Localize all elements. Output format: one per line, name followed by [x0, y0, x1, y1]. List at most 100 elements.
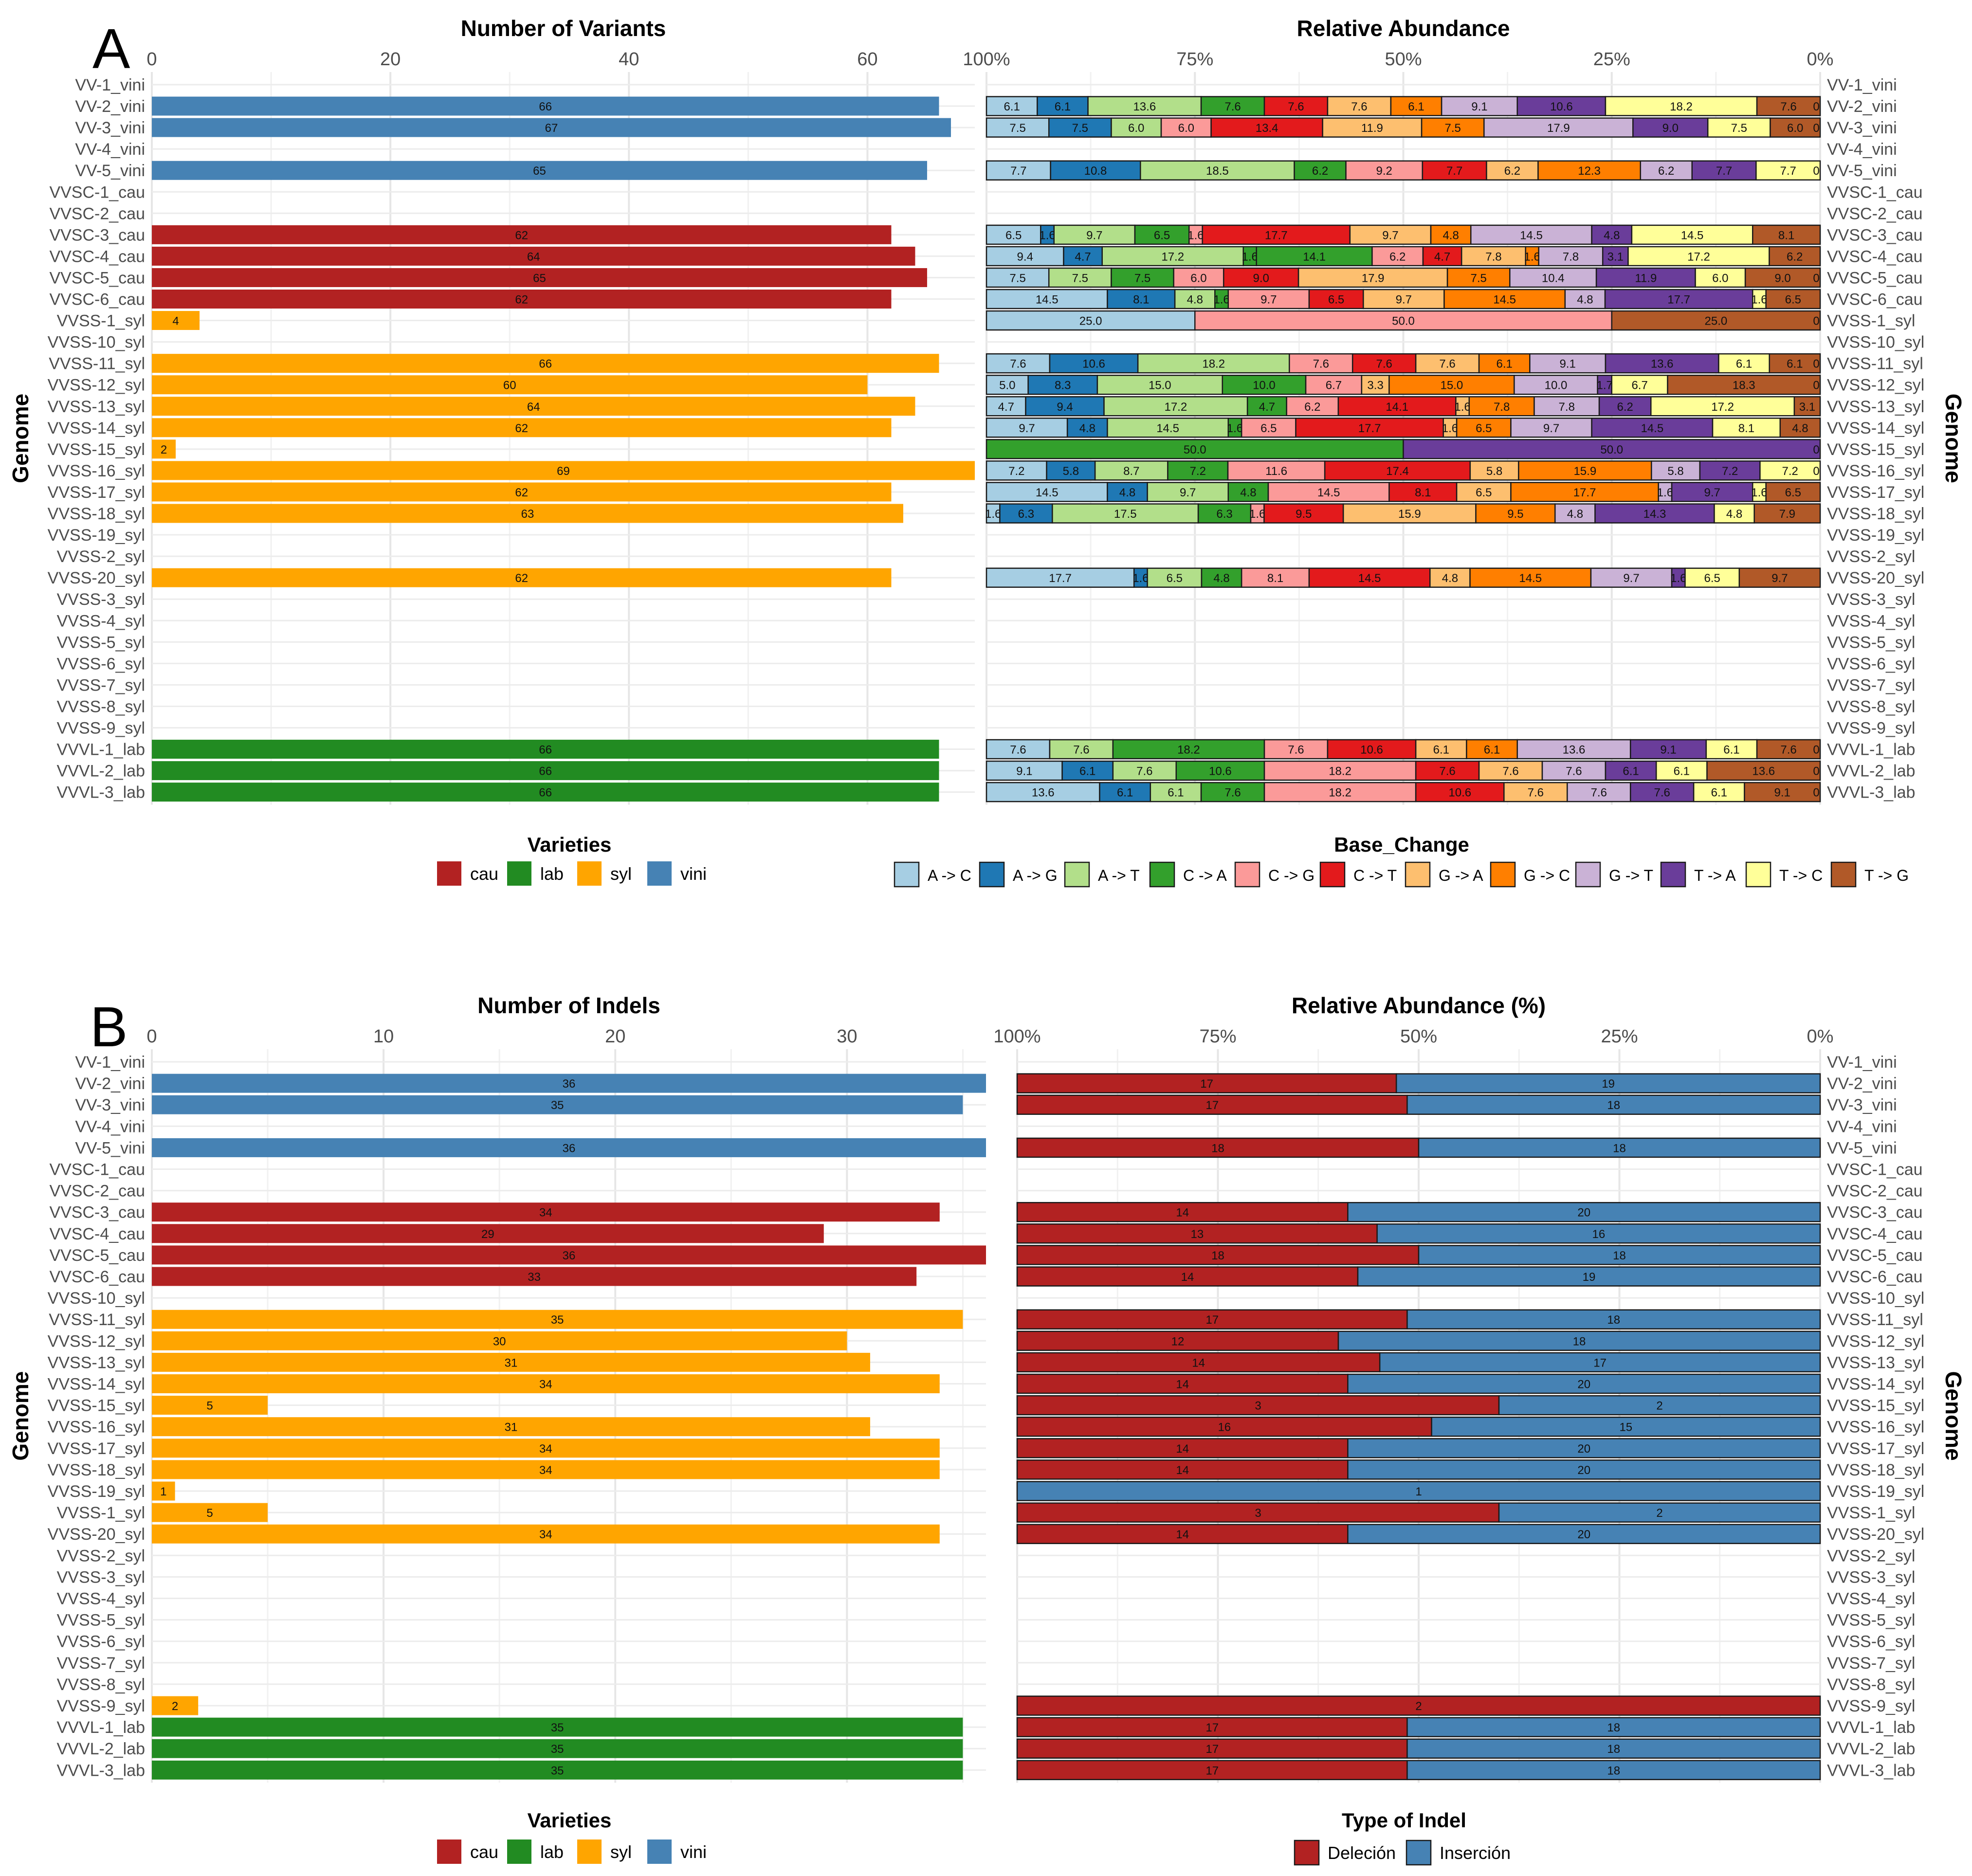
- y-axis-title-right: Genome: [1941, 394, 1966, 483]
- segment-delecion: [1016, 1266, 1359, 1287]
- segment-label: 0: [1813, 315, 1819, 328]
- y-tick-label: VV-4_vini: [1827, 140, 1897, 159]
- y-tick-label: VVSS-1_syl: [57, 312, 145, 330]
- segment-label: 1.6: [1751, 293, 1767, 307]
- y-tick-label: VVSS-7_syl: [57, 1654, 145, 1673]
- segment-label: 6.2: [1389, 250, 1406, 263]
- segment-label: 1.6: [1657, 486, 1673, 499]
- segment-label: 7.5: [1072, 272, 1088, 285]
- y-tick-label: VVSS-15_syl: [48, 1397, 145, 1415]
- segment-label: 9.5: [1296, 508, 1312, 521]
- y-axis-title-left: Genome: [8, 394, 33, 483]
- bar-label: 29: [481, 1228, 494, 1241]
- legend-key-t-c: [1745, 861, 1771, 888]
- y-tick-label: VVSS-16_syl: [1827, 1418, 1924, 1437]
- y-tick-label: VVSS-3_syl: [1827, 1568, 1915, 1586]
- segment-a-t: [1087, 96, 1202, 116]
- bar-label: 66: [539, 100, 552, 113]
- segment-insercion: [1347, 1459, 1821, 1480]
- segment-g-a: [1469, 460, 1519, 481]
- segment-t-a: [1591, 418, 1714, 438]
- bar-vvvl-3-lab: [152, 1760, 963, 1780]
- segment-label: 9.2: [1376, 164, 1392, 178]
- legend-label: vini: [680, 864, 707, 884]
- segment-insercion: [1406, 1738, 1821, 1759]
- segment-t-g: [1744, 782, 1821, 802]
- bar-vv-2-vini: [152, 1074, 986, 1093]
- segment-label: 1.6: [1039, 229, 1055, 242]
- bar-label: 34: [539, 1528, 552, 1541]
- segment-label: 7.6: [1288, 100, 1304, 113]
- segment-c-t: [1223, 267, 1299, 288]
- segment-label: 17.2: [1164, 401, 1187, 414]
- segment-g-t: [1516, 739, 1631, 760]
- segment-insercion: [1379, 1352, 1821, 1373]
- segment-label: 6.7: [1631, 379, 1647, 392]
- segment-g-c: [1421, 117, 1485, 138]
- segment-label: 17.2: [1687, 250, 1710, 263]
- segment-label: 4.8: [1187, 293, 1203, 307]
- bar-label: 35: [551, 1743, 564, 1756]
- segment-label: 0: [1813, 358, 1819, 371]
- segment-t-c: [1705, 739, 1758, 760]
- legend-label: lab: [540, 1842, 564, 1862]
- segment-a-g: [1050, 160, 1141, 181]
- segment-c-t: [1388, 482, 1458, 502]
- y-tick-label: VV-5_vini: [1827, 162, 1897, 180]
- segment-t-g: [1756, 739, 1821, 760]
- y-tick-label: VV-1_vini: [1827, 76, 1897, 94]
- bar-vvss-14-syl: [152, 1374, 940, 1393]
- segment-label: 14: [1176, 1464, 1189, 1477]
- legend-key-syl: [577, 861, 602, 886]
- x-tick-label: 40: [619, 49, 639, 70]
- segment-label: 20: [1577, 1528, 1590, 1541]
- segment-label: 7.6: [1780, 744, 1796, 757]
- y-tick-label: VVSS-19_syl: [48, 1482, 145, 1501]
- segment-t-a: [1403, 439, 1821, 459]
- bar-vvss-1-syl: [152, 1503, 268, 1522]
- x-tick-label: 0%: [1807, 1026, 1834, 1047]
- segment-a-g: [1046, 460, 1096, 481]
- segment-t-g: [1611, 310, 1821, 331]
- segment-label: 11.9: [1361, 122, 1383, 135]
- segment-label: 12.3: [1578, 164, 1601, 178]
- segment-label: 7.2: [1782, 465, 1798, 478]
- segment-label: 6.3: [1216, 508, 1232, 521]
- segment-g-c: [1469, 567, 1592, 588]
- bar-vv-5-vini: [152, 1138, 986, 1157]
- y-tick-label: VVSS-14_syl: [1827, 419, 1924, 437]
- panel-letter: A: [92, 17, 130, 80]
- segment-c-g: [1227, 460, 1326, 481]
- segment-t-a: [1604, 289, 1753, 310]
- panel-title-left: Number of Variants: [461, 16, 666, 41]
- segment-label: 50.0: [1184, 443, 1206, 456]
- y-tick-label: VVSC-1_cau: [49, 183, 145, 201]
- legend-key-deleci-n: [1294, 1840, 1320, 1866]
- segment-t-g: [1738, 567, 1821, 588]
- bar-label: 35: [551, 1721, 564, 1734]
- bar-vvsc-6-cau: [152, 290, 892, 309]
- segment-insercion: [1347, 1202, 1821, 1222]
- segment-label: 6.1: [1674, 765, 1690, 778]
- segment-label: 14: [1176, 1378, 1189, 1391]
- segment-label: 4.8: [1792, 422, 1808, 435]
- segment-label: 25.0: [1705, 315, 1728, 328]
- segment-t-a: [1632, 117, 1709, 138]
- segment-label: 7.6: [1528, 786, 1544, 800]
- segment-g-c: [1478, 353, 1531, 374]
- segment-label: 1.6: [985, 508, 1001, 521]
- segment-label: 6.0: [1178, 122, 1194, 135]
- segment-delecion: [1016, 1502, 1500, 1523]
- segment-a-c: [986, 310, 1196, 331]
- bar-label: 62: [515, 293, 528, 307]
- bar-vvvl-3-lab: [152, 783, 939, 802]
- segment-label: 0: [1813, 465, 1819, 478]
- y-tick-label: VVSS-18_syl: [48, 505, 145, 523]
- segment-label: 17.9: [1362, 272, 1385, 285]
- segment-c-g: [1263, 760, 1417, 781]
- y-tick-label: VVSS-3_syl: [57, 1568, 145, 1586]
- segment-label: 6.1: [1055, 100, 1071, 113]
- segment-a-t: [1174, 289, 1216, 310]
- segment-label: 5.0: [999, 379, 1015, 392]
- segment-c-a: [1222, 374, 1307, 395]
